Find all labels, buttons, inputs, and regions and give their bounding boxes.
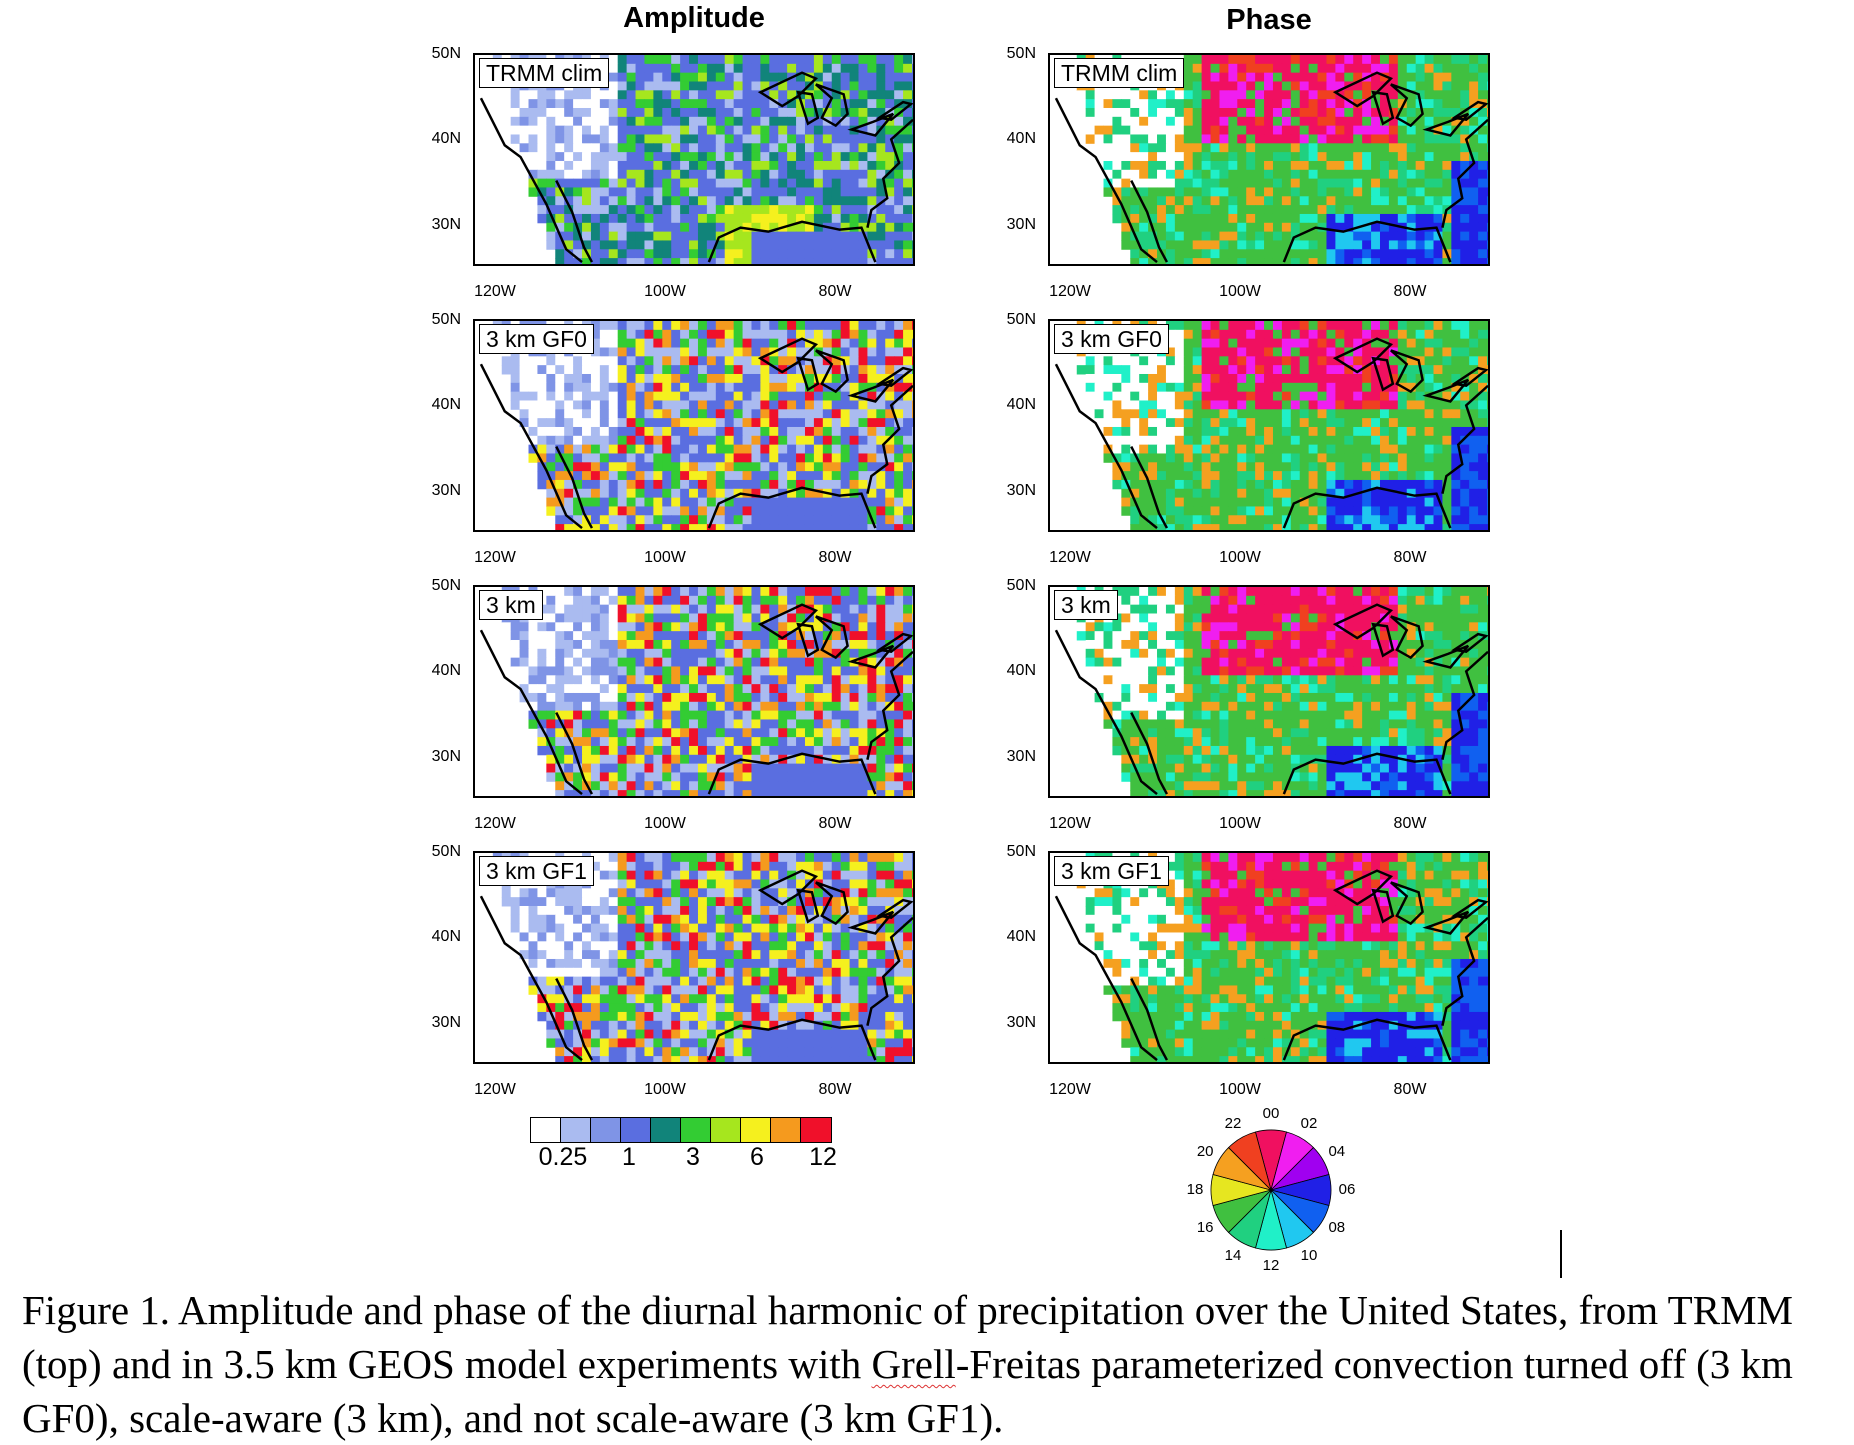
lon-tick-label: 80W <box>805 283 865 301</box>
phase-wheel-label: 06 <box>1332 1181 1362 1198</box>
lat-tick-label: 40N <box>421 130 461 148</box>
lat-tick-label: 50N <box>996 577 1036 595</box>
lat-tick-label: 50N <box>421 577 461 595</box>
panel-label: 3 km GF1 <box>479 856 594 886</box>
panel-label: 3 km GF0 <box>1054 324 1169 354</box>
lon-tick-label: 120W <box>1040 549 1100 567</box>
phase-color-wheel <box>1186 1105 1356 1275</box>
lat-tick-label: 30N <box>421 1014 461 1032</box>
lat-tick-label: 30N <box>996 1014 1036 1032</box>
lat-tick-label: 40N <box>421 662 461 680</box>
lat-tick-label: 40N <box>996 662 1036 680</box>
phase-wheel-label: 02 <box>1294 1115 1324 1132</box>
lon-tick-label: 80W <box>805 1081 865 1099</box>
phase-wheel-label: 18 <box>1180 1181 1210 1198</box>
colorbar-label: 0.25 <box>528 1143 598 1172</box>
lon-tick-label: 80W <box>805 549 865 567</box>
lat-tick-label: 40N <box>421 396 461 414</box>
lat-tick-label: 50N <box>421 311 461 329</box>
map-panel: 3 km GF0 <box>1048 319 1490 532</box>
lon-tick-label: 80W <box>1380 283 1440 301</box>
panel-label: 3 km GF0 <box>479 324 594 354</box>
lat-tick-label: 50N <box>421 843 461 861</box>
amplitude-colorbar <box>530 1117 832 1143</box>
lat-tick-label: 50N <box>996 843 1036 861</box>
lon-tick-label: 100W <box>635 1081 695 1099</box>
panel-label: TRMM clim <box>1054 58 1184 88</box>
colorbar-swatch <box>621 1118 651 1142</box>
map-panel: TRMM clim <box>473 53 915 266</box>
phase-wheel-label: 22 <box>1218 1115 1248 1132</box>
lat-tick-label: 40N <box>996 130 1036 148</box>
lat-tick-label: 30N <box>996 748 1036 766</box>
colorbar-swatch <box>711 1118 741 1142</box>
colorbar-label: 3 <box>658 1143 728 1172</box>
colorbar-label: 6 <box>722 1143 792 1172</box>
colorbar-label: 1 <box>594 1143 664 1172</box>
lon-tick-label: 80W <box>1380 815 1440 833</box>
column-title-phase: Phase <box>1119 4 1419 37</box>
caption-spellcheck-word: Grell <box>872 1341 956 1387</box>
column-title-amplitude: Amplitude <box>544 2 844 35</box>
panel-label: 3 km <box>1054 590 1118 620</box>
lon-tick-label: 120W <box>1040 1081 1100 1099</box>
map-panel: 3 km GF1 <box>1048 851 1490 1064</box>
lat-tick-label: 40N <box>421 928 461 946</box>
lon-tick-label: 80W <box>1380 1081 1440 1099</box>
colorbar-swatch <box>741 1118 771 1142</box>
panel-label: 3 km GF1 <box>1054 856 1169 886</box>
colorbar-swatch <box>591 1118 621 1142</box>
lon-tick-label: 100W <box>635 815 695 833</box>
text-cursor <box>1560 1230 1562 1278</box>
lon-tick-label: 120W <box>465 1081 525 1099</box>
map-panel: 3 km GF1 <box>473 851 915 1064</box>
lon-tick-label: 100W <box>1210 815 1270 833</box>
colorbar-swatch <box>801 1118 831 1142</box>
phase-wheel-label: 10 <box>1294 1247 1324 1264</box>
colorbar-swatch <box>771 1118 801 1142</box>
phase-wheel-label: 20 <box>1190 1143 1220 1160</box>
map-panel: TRMM clim <box>1048 53 1490 266</box>
lat-tick-label: 50N <box>996 45 1036 63</box>
phase-wheel-label: 08 <box>1322 1219 1352 1236</box>
colorbar-swatch <box>651 1118 681 1142</box>
lon-tick-label: 80W <box>1380 549 1440 567</box>
lon-tick-label: 100W <box>635 283 695 301</box>
lat-tick-label: 30N <box>421 216 461 234</box>
lon-tick-label: 100W <box>1210 283 1270 301</box>
lon-tick-label: 100W <box>1210 549 1270 567</box>
lon-tick-label: 120W <box>465 283 525 301</box>
phase-wheel-label: 04 <box>1322 1143 1352 1160</box>
colorbar-swatch <box>561 1118 591 1142</box>
lon-tick-label: 80W <box>805 815 865 833</box>
lat-tick-label: 50N <box>996 311 1036 329</box>
lon-tick-label: 120W <box>1040 815 1100 833</box>
lat-tick-label: 40N <box>996 396 1036 414</box>
figure-caption: Figure 1. Amplitude and phase of the diu… <box>22 1283 1842 1445</box>
lat-tick-label: 30N <box>421 482 461 500</box>
lat-tick-label: 30N <box>996 482 1036 500</box>
lon-tick-label: 120W <box>465 815 525 833</box>
phase-wheel-label: 12 <box>1256 1257 1286 1274</box>
panel-label: TRMM clim <box>479 58 609 88</box>
lon-tick-label: 100W <box>635 549 695 567</box>
phase-wheel-label: 14 <box>1218 1247 1248 1264</box>
lon-tick-label: 120W <box>465 549 525 567</box>
lat-tick-label: 40N <box>996 928 1036 946</box>
lat-tick-label: 30N <box>421 748 461 766</box>
colorbar-label: 12 <box>788 1143 858 1172</box>
map-panel: 3 km <box>1048 585 1490 798</box>
colorbar-swatch <box>681 1118 711 1142</box>
phase-wheel-label: 00 <box>1256 1105 1286 1122</box>
lon-tick-label: 100W <box>1210 1081 1270 1099</box>
panel-label: 3 km <box>479 590 543 620</box>
phase-wheel-label: 16 <box>1190 1219 1220 1236</box>
lat-tick-label: 30N <box>996 216 1036 234</box>
lon-tick-label: 120W <box>1040 283 1100 301</box>
lat-tick-label: 50N <box>421 45 461 63</box>
map-panel: 3 km <box>473 585 915 798</box>
map-panel: 3 km GF0 <box>473 319 915 532</box>
colorbar-swatch <box>531 1118 561 1142</box>
